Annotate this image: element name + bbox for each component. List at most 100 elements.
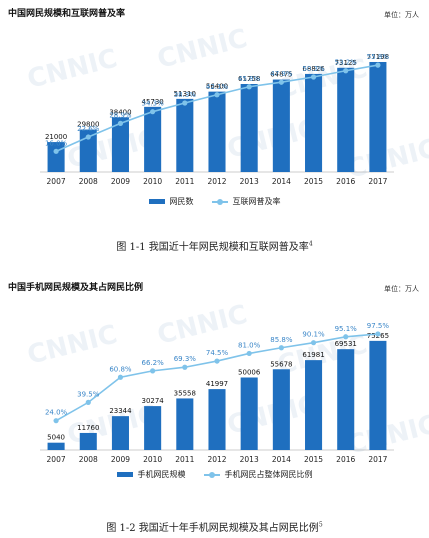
line-point (375, 331, 381, 337)
bar (111, 117, 129, 172)
line-value-label: 50.3% (302, 65, 325, 73)
x-tick-label: 2012 (207, 177, 226, 186)
bar-value-label: 38400 (109, 108, 131, 116)
legend-item-bars: 手机网民规模 (116, 469, 186, 480)
watermark-text: CNNIC (344, 410, 429, 461)
line-point (278, 79, 284, 85)
bar-value-label: 5040 (47, 434, 65, 442)
line-value-label: 24.0% (45, 409, 68, 417)
x-tick-label: 2016 (336, 455, 355, 464)
bar (47, 442, 65, 450)
line-point (343, 68, 349, 74)
line-value-label: 90.1% (302, 331, 325, 339)
line-point (246, 84, 252, 90)
legend-swatch-bar (148, 199, 165, 204)
watermark-text: CNNIC (154, 24, 250, 75)
line-value-label: 45.8% (238, 75, 261, 83)
x-tick-label: 2017 (368, 455, 387, 464)
bar (305, 73, 323, 172)
bar-value-label: 23344 (109, 407, 132, 415)
chart-title: 中国手机网民规模及其占网民比例 (8, 283, 144, 293)
bar (208, 91, 226, 172)
bar-value-label: 61758 (238, 75, 260, 83)
bar (176, 398, 194, 450)
line-point (246, 350, 252, 357)
bar-value-label: 64875 (270, 71, 292, 79)
bar-value-label: 77198 (367, 53, 389, 61)
chart-1-svg: CNNICCNNICCNNICCNNICCNNICCNNIC2007210002… (24, 24, 429, 186)
legend: 手机网民规模 手机网民占整体网民比例 (0, 469, 429, 480)
bar (272, 369, 290, 450)
bar-value-label: 30274 (141, 397, 164, 405)
bar-value-label: 11760 (77, 424, 99, 432)
chart-2-svg: CNNICCNNICCNNICCNNICCNNICCNNIC2007504020… (24, 300, 429, 464)
x-tick-label: 2012 (207, 455, 226, 464)
bar (369, 61, 387, 172)
line-value-label: 55.8% (367, 53, 390, 61)
line-value-label: 69.3% (174, 355, 197, 363)
bar-value-label: 73125 (335, 59, 357, 67)
figure-caption: 图 1-1 我国近十年网民规模和互联网普及率4 (116, 240, 313, 253)
legend-swatch-line (203, 471, 220, 478)
bar-value-label: 50006 (238, 368, 261, 376)
legend-item-line: 手机网民占整体网民比例 (203, 469, 313, 480)
line-point (85, 399, 91, 405)
line-point (150, 109, 156, 115)
bar-value-label: 29800 (77, 121, 99, 129)
line-value-label: 38.3% (174, 91, 197, 99)
x-tick-label: 2013 (240, 177, 259, 186)
legend-label: 手机网民规模 (137, 470, 186, 479)
bar-value-label: 51310 (174, 90, 196, 98)
chart-panel-2: 中国手机网民规模及其占网民比例 单位：万人 CNNIC CNNIC CNNIC CNN… (0, 278, 429, 490)
figure-caption: 图 1-2 我国近十年手机网民规模及其占网民比例5 (106, 521, 323, 534)
legend-swatch-line (211, 198, 228, 205)
legend-label: 互联网普及率 (232, 197, 281, 206)
line-value-label: 66.2% (142, 359, 165, 367)
x-tick-label: 2011 (175, 177, 194, 186)
line-point (182, 100, 188, 106)
chart-title: 中国网民规模和互联网普及率 (8, 9, 126, 19)
bar (144, 406, 162, 450)
x-tick-label: 2009 (111, 455, 130, 464)
legend-swatch-bar (116, 472, 133, 477)
line-value-label: 16.0% (45, 139, 68, 147)
line-point (278, 345, 284, 351)
x-tick-label: 2008 (79, 455, 98, 464)
x-tick-label: 2014 (272, 177, 291, 186)
line-point (310, 74, 317, 80)
x-tick-label: 2017 (368, 177, 387, 186)
line-point (214, 358, 220, 364)
watermark-text: CNNIC (24, 320, 120, 371)
x-tick-label: 2008 (79, 177, 98, 186)
x-tick-label: 2013 (240, 455, 259, 464)
line-point (375, 62, 381, 68)
bar-value-label: 56400 (206, 83, 228, 91)
line-value-label: 60.8% (109, 365, 132, 373)
line-point (53, 418, 59, 424)
line-value-label: 95.1% (335, 325, 358, 333)
line-value-label: 42.1% (206, 83, 229, 91)
x-tick-label: 2015 (304, 177, 323, 186)
legend-item-line: 互联网普及率 (211, 196, 281, 207)
x-tick-label: 2015 (304, 455, 323, 464)
bar (305, 360, 323, 450)
bar (240, 377, 258, 450)
bar (240, 83, 258, 172)
line-value-label: 53.2% (335, 59, 358, 67)
legend: 网民数 互联网普及率 (0, 196, 429, 207)
line-value-label: 97.5% (367, 322, 390, 330)
legend-label: 手机网民占整体网民比例 (224, 470, 313, 479)
unit-label: 单位：万人 (384, 11, 419, 19)
bar-value-label: 45730 (141, 98, 163, 106)
line-point (117, 120, 124, 126)
line-value-label: 85.8% (270, 336, 293, 344)
chart-panel-1: 中国网民规模和互联网普及率 单位：万人 CNNIC CNNIC CNNIC CNNIC… (0, 0, 429, 236)
bar (79, 432, 97, 450)
line-value-label: 81.0% (238, 341, 261, 349)
x-tick-label: 2014 (272, 455, 291, 464)
bar-value-label: 61981 (302, 351, 324, 359)
bar (337, 349, 355, 450)
x-tick-label: 2007 (47, 455, 66, 464)
line-value-label: 34.3% (142, 100, 165, 108)
line-point (343, 334, 349, 340)
